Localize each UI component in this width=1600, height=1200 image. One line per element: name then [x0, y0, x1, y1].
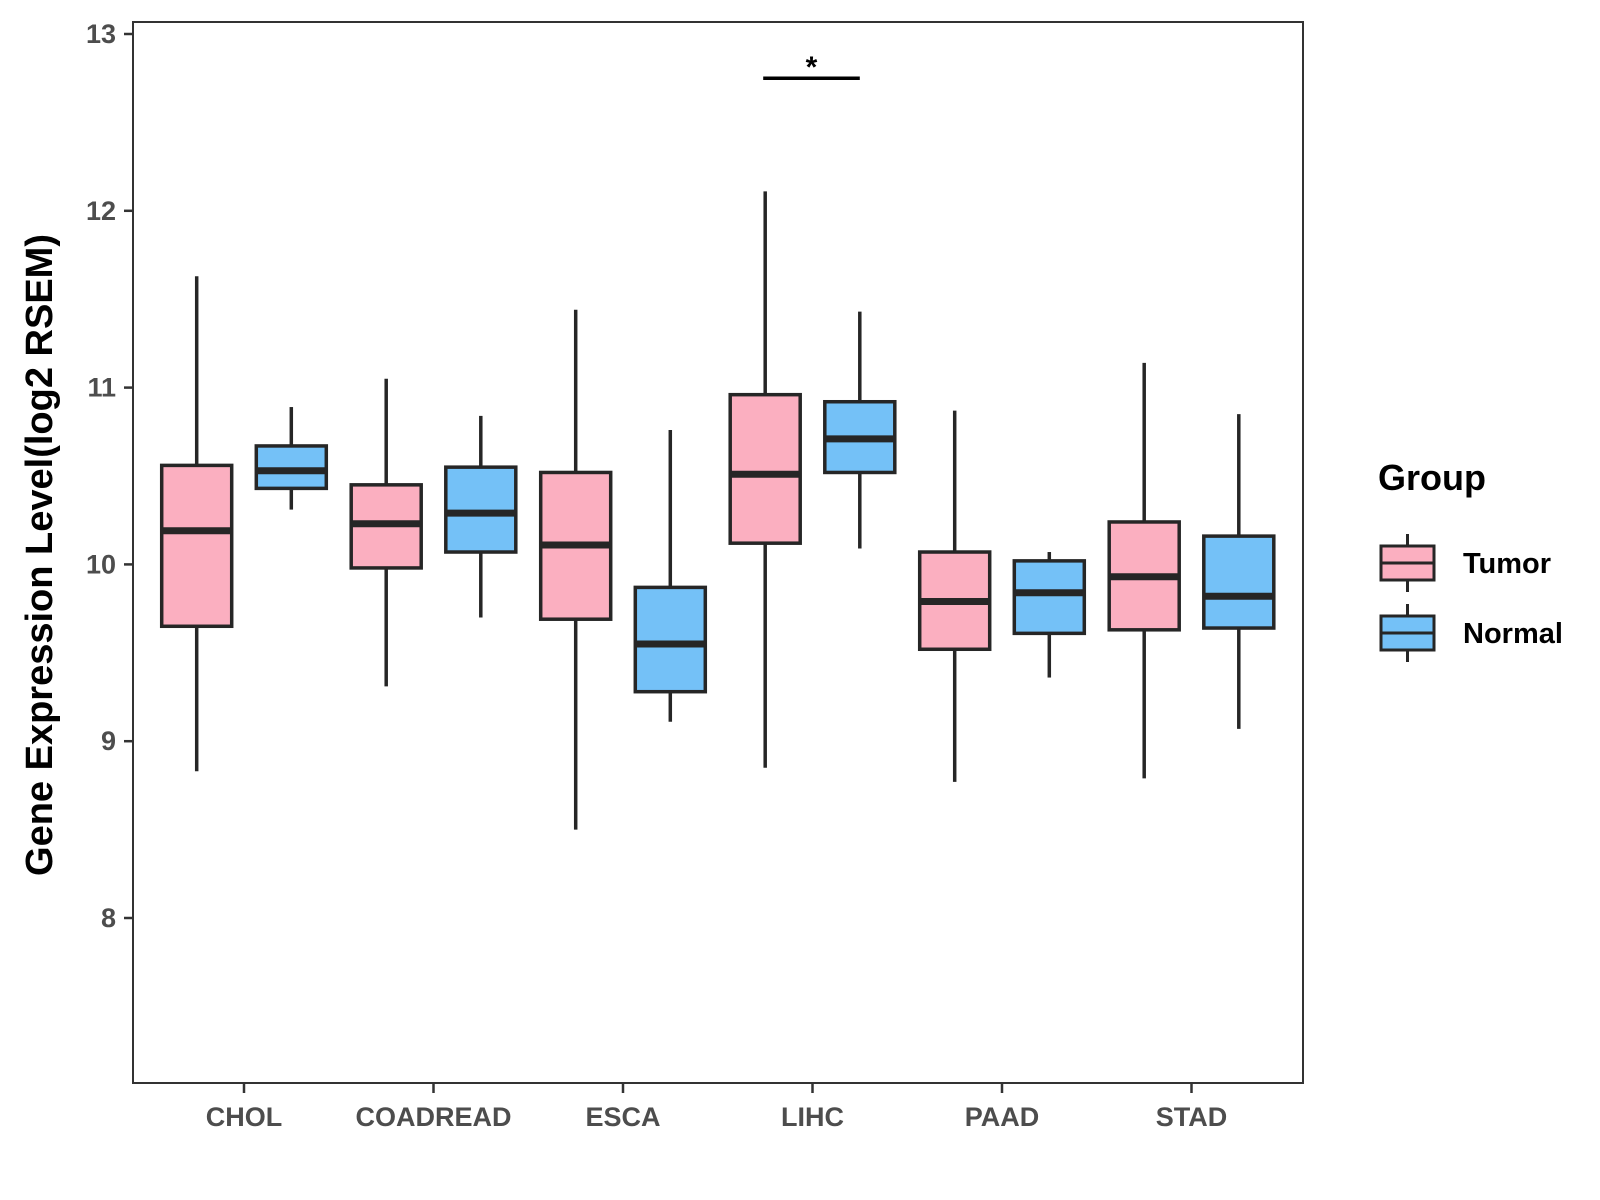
legend-label: Normal: [1463, 618, 1563, 650]
y-tick-label: 9: [101, 726, 116, 756]
legend-key-normal: [1379, 604, 1436, 662]
legend: Group Tumor Normal: [1378, 457, 1563, 662]
box-body: [444, 465, 518, 554]
box-body: [1202, 534, 1276, 630]
box-normal-coadread: [444, 415, 518, 618]
box-tumor-paad: [917, 410, 992, 782]
legend-label: Tumor: [1463, 548, 1551, 580]
x-tick-label: STAD: [1156, 1102, 1228, 1132]
box-normal-esca: [633, 430, 708, 722]
x-tick-label: CHOL: [206, 1102, 283, 1132]
y-axis-title: Gene Expression Level(log2 RSEM): [19, 234, 61, 876]
box-tumor-esca: [538, 309, 613, 830]
x-tick-label: PAAD: [965, 1102, 1040, 1132]
box-tumor-stad: [1107, 362, 1181, 779]
box-body: [159, 463, 234, 629]
y-tick-label: 10: [86, 549, 116, 579]
box-body: [1012, 559, 1087, 636]
plot-area: *: [159, 51, 1276, 830]
x-tick-label: ESCA: [585, 1102, 660, 1132]
legend-key-tumor: [1379, 534, 1436, 592]
box-normal-stad: [1202, 414, 1276, 729]
significance-label: *: [806, 51, 818, 84]
box-tumor-coadread: [349, 378, 423, 687]
box-tumor-chol: [159, 276, 234, 772]
y-tick-label: 12: [86, 196, 116, 226]
y-tick-label: 13: [86, 19, 116, 49]
x-tick-label: COADREAD: [355, 1102, 511, 1132]
box-normal-chol: [254, 407, 329, 510]
box-normal-paad: [1012, 552, 1087, 678]
box-normal-lihc: [823, 311, 897, 549]
y-tick-label: 11: [87, 373, 116, 403]
box-body: [633, 585, 708, 694]
axes: 8 9 10 11 12 13 CHOL COADREAD ESCA LIHC PAAD STAD: [86, 19, 1304, 1132]
box-body: [728, 392, 802, 545]
y-tick-label: 8: [101, 903, 116, 933]
x-tick-label: LIHC: [781, 1102, 844, 1132]
legend-title: Group: [1378, 457, 1486, 498]
plot-border: [132, 21, 1304, 1084]
box-body: [254, 444, 329, 491]
box-tumor-lihc: [728, 191, 802, 768]
